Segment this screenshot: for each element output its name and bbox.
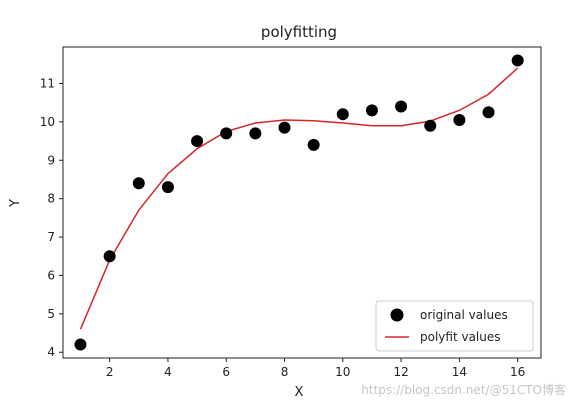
legend-label-original-values: original values (420, 308, 508, 322)
y-tick-label: 8 (47, 192, 55, 206)
data-point (511, 54, 524, 67)
y-tick-label: 7 (47, 230, 55, 244)
polyfit-series (79, 67, 519, 330)
data-point (191, 135, 204, 148)
x-axis-label: X (295, 385, 304, 400)
x-tick-label: 16 (510, 365, 525, 379)
data-point (424, 119, 437, 132)
data-point (307, 138, 320, 151)
legend: original values polyfit values (375, 300, 534, 352)
y-axis: 4 5 6 7 8 9 10 11 (40, 76, 63, 359)
data-point (103, 250, 116, 263)
data-point (132, 177, 145, 190)
data-point (161, 181, 174, 194)
y-tick-label: 11 (40, 76, 55, 90)
data-point (74, 338, 87, 351)
x-tick-label: 14 (452, 365, 467, 379)
polyfit-line (79, 67, 519, 330)
data-point (220, 127, 233, 140)
legend-label-polyfit-values: polyfit values (420, 330, 501, 344)
chart-title: polyfitting (261, 23, 337, 41)
x-tick-label: 2 (106, 365, 114, 379)
y-tick-label: 6 (47, 268, 55, 282)
y-axis-label: Y (8, 199, 23, 208)
x-tick-label: 6 (222, 365, 230, 379)
data-point (336, 108, 349, 121)
watermark-text: https://blog.csdn.net/@51CTO博客 (361, 383, 566, 397)
data-point (453, 113, 466, 126)
data-point (482, 106, 495, 119)
x-axis: 2 4 6 8 10 12 14 16 (106, 358, 525, 379)
y-tick-label: 4 (47, 345, 55, 359)
x-tick-label: 8 (281, 365, 289, 379)
data-point (278, 121, 291, 134)
original-values-series (74, 54, 524, 351)
y-tick-label: 5 (47, 307, 55, 321)
data-point (395, 100, 408, 113)
y-tick-label: 9 (47, 153, 55, 167)
legend-marker-original-values (390, 308, 404, 322)
y-tick-label: 10 (40, 115, 55, 129)
x-tick-label: 12 (393, 365, 408, 379)
x-tick-label: 4 (164, 365, 172, 379)
x-tick-label: 10 (335, 365, 350, 379)
legend-box (375, 300, 534, 352)
data-point (365, 104, 378, 117)
data-point (249, 127, 262, 140)
